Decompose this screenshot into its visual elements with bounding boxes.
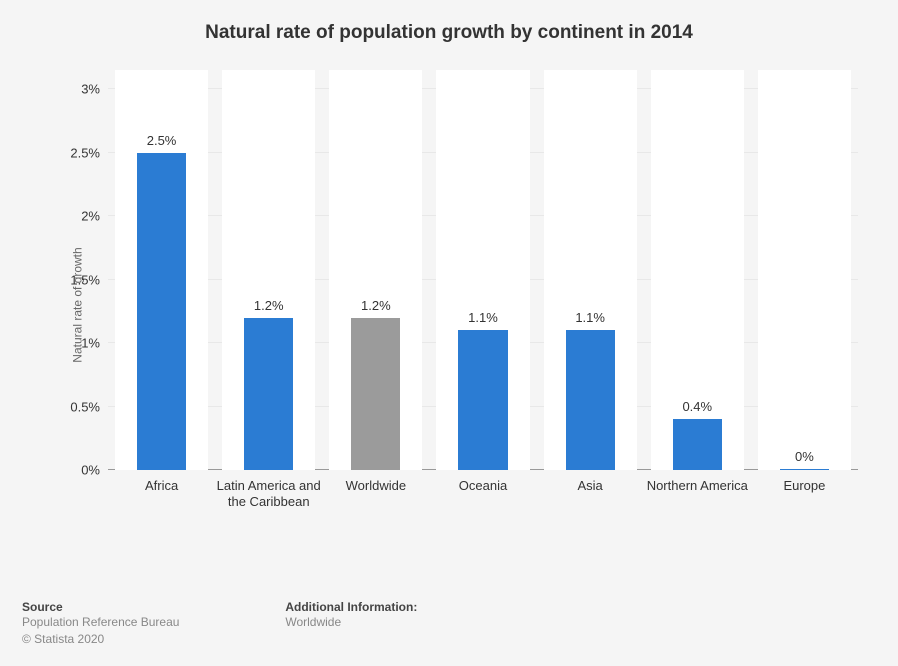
- x-axis-label: Asia: [537, 470, 644, 494]
- plot-band: [758, 70, 851, 470]
- bar: 1.2%: [244, 318, 293, 470]
- additional-info-value: Worldwide: [285, 614, 417, 631]
- bar-value-label: 1.1%: [566, 310, 615, 325]
- y-tick-label: 1%: [81, 336, 108, 351]
- y-tick-label: 3%: [81, 82, 108, 97]
- chart-title: Natural rate of population growth by con…: [0, 0, 898, 54]
- chart-footer: Source Population Reference Bureau © Sta…: [22, 600, 876, 648]
- x-axis-label: Oceania: [429, 470, 536, 494]
- y-tick-label: 1.5%: [70, 272, 108, 287]
- bar-value-label: 2.5%: [137, 133, 186, 148]
- chart-container: Natural rate of population growth by con…: [0, 0, 898, 666]
- y-tick-label: 2%: [81, 209, 108, 224]
- bar-value-label: 1.1%: [458, 310, 507, 325]
- chart-area: Natural rate of growth 0%0.5%1%1.5%2%2.5…: [80, 70, 870, 540]
- plot-area: 0%0.5%1%1.5%2%2.5%3%2.5%Africa1.2%Latin …: [108, 70, 858, 470]
- bar: 1.1%: [566, 330, 615, 470]
- bar-value-label: 0%: [780, 449, 829, 464]
- x-axis-label: Northern America: [644, 470, 751, 494]
- source-line-1: Population Reference Bureau: [22, 614, 282, 631]
- y-tick-label: 0.5%: [70, 399, 108, 414]
- bar: 2.5%: [137, 153, 186, 470]
- bar: 0.4%: [673, 419, 722, 470]
- bar-value-label: 1.2%: [244, 298, 293, 313]
- x-axis-label: Europe: [751, 470, 858, 494]
- source-heading: Source: [22, 600, 282, 614]
- x-axis-label: Latin America and the Caribbean: [215, 470, 322, 511]
- bar: 1.1%: [458, 330, 507, 470]
- bar-value-label: 1.2%: [351, 298, 400, 313]
- y-tick-label: 2.5%: [70, 145, 108, 160]
- x-axis-label: Africa: [108, 470, 215, 494]
- bar-value-label: 0.4%: [673, 399, 722, 414]
- bar: 1.2%: [351, 318, 400, 470]
- x-axis-label: Worldwide: [322, 470, 429, 494]
- y-tick-label: 0%: [81, 463, 108, 478]
- additional-info-heading: Additional Information:: [285, 600, 417, 614]
- source-line-2: © Statista 2020: [22, 631, 282, 648]
